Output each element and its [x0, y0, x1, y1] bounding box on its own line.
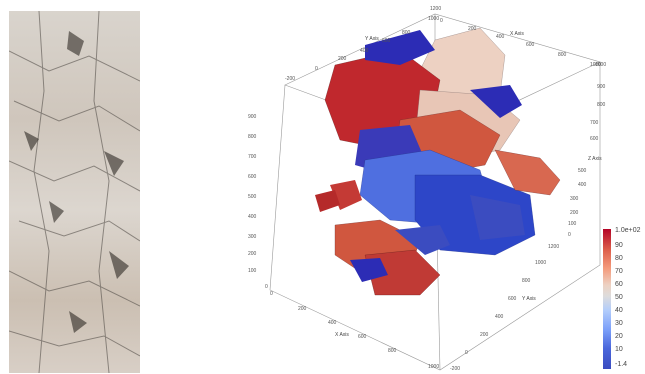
- svg-text:600: 600: [526, 42, 535, 48]
- svg-text:400: 400: [360, 48, 369, 54]
- svg-text:0: 0: [315, 66, 318, 72]
- colorbar-label: 60: [615, 281, 623, 288]
- svg-text:1200: 1200: [548, 244, 559, 250]
- svg-text:600: 600: [382, 38, 391, 44]
- svg-text:400: 400: [578, 182, 587, 188]
- bottom-y-axis: Y Axis 1200 1000 800 600 400 200 0 -200: [450, 244, 559, 372]
- colorbar-label: 90: [615, 242, 623, 249]
- colorbar-label: 30: [615, 320, 623, 327]
- top-corner-label: 1200: [430, 6, 441, 12]
- svg-text:1000: 1000: [590, 62, 601, 68]
- y-axis-title: Y Axis: [365, 36, 379, 42]
- svg-text:600: 600: [358, 334, 367, 340]
- svg-text:200: 200: [468, 26, 477, 32]
- colorbar-label: 80: [615, 255, 623, 262]
- svg-text:400: 400: [248, 214, 257, 220]
- svg-text:1000: 1000: [428, 16, 439, 22]
- right-z-axis: Z Axis 1000 900 800 700 600 500 400 300 …: [568, 62, 606, 238]
- z-axis-title: Z Axis: [588, 156, 602, 162]
- svg-text:Y Axis: Y Axis: [522, 296, 536, 302]
- svg-text:0: 0: [270, 291, 273, 297]
- left-z-axis: 900 800 700 600 500 400 300 200 100 0: [248, 114, 268, 290]
- svg-text:800: 800: [248, 134, 257, 140]
- svg-text:900: 900: [248, 114, 257, 120]
- svg-text:300: 300: [570, 196, 579, 202]
- rock-photo: [9, 11, 140, 373]
- svg-text:800: 800: [522, 278, 531, 284]
- svg-text:200: 200: [248, 251, 257, 257]
- svg-text:200: 200: [298, 306, 307, 312]
- svg-text:200: 200: [480, 332, 489, 338]
- colorbar-label: 1.0e+02: [615, 227, 641, 234]
- svg-text:100: 100: [248, 268, 257, 274]
- top-y-axis: Y Axis -200 0 200 400 600 800 1000: [285, 16, 439, 82]
- svg-text:0: 0: [568, 232, 571, 238]
- svg-text:0: 0: [265, 284, 268, 290]
- mesh-surfaces: [315, 27, 561, 296]
- svg-text:-200: -200: [450, 366, 460, 372]
- x-axis-title: X Axis: [510, 31, 524, 37]
- svg-text:600: 600: [248, 174, 257, 180]
- svg-text:0: 0: [440, 18, 443, 24]
- svg-text:1000: 1000: [535, 260, 546, 266]
- svg-text:X Axis: X Axis: [335, 332, 349, 338]
- rock-texture: [9, 11, 140, 373]
- top-x-axis: X Axis 0 200 400 600 800 1000: [440, 18, 601, 68]
- colorbar: [603, 229, 611, 369]
- 3d-viewport[interactable]: X Axis 0 200 400 600 800 1000 Y Axis -20…: [150, 0, 645, 374]
- svg-text:700: 700: [248, 154, 257, 160]
- svg-text:500: 500: [248, 194, 257, 200]
- colorbar-label: -1.4: [615, 361, 628, 368]
- svg-text:400: 400: [495, 314, 504, 320]
- svg-text:800: 800: [402, 30, 411, 36]
- svg-text:600: 600: [590, 136, 599, 142]
- colorbar-label: 20: [615, 333, 623, 340]
- svg-text:200: 200: [570, 210, 579, 216]
- svg-text:400: 400: [496, 34, 505, 40]
- mesh-plot: X Axis 0 200 400 600 800 1000 Y Axis -20…: [248, 6, 606, 372]
- colorbar-label: 70: [615, 268, 623, 275]
- svg-text:900: 900: [597, 84, 606, 90]
- svg-text:-200: -200: [285, 76, 295, 82]
- svg-text:500: 500: [578, 168, 587, 174]
- bottom-x-axis: X Axis 0 200 400 600 800 1000: [270, 291, 439, 370]
- svg-text:1000: 1000: [428, 364, 439, 370]
- svg-text:700: 700: [590, 120, 599, 126]
- svg-text:100: 100: [568, 221, 577, 227]
- svg-text:300: 300: [248, 234, 257, 240]
- colorbar-label: 50: [615, 294, 623, 301]
- svg-text:400: 400: [328, 320, 337, 326]
- colorbar-labels: 1.0e+02 90 80 70 60 50 40 30 20 10 -1.4: [615, 227, 645, 373]
- svg-text:800: 800: [597, 102, 606, 108]
- svg-text:600: 600: [508, 296, 517, 302]
- svg-text:0: 0: [465, 350, 468, 356]
- svg-text:1000: 1000: [595, 62, 606, 68]
- svg-text:800: 800: [388, 348, 397, 354]
- svg-text:200: 200: [338, 56, 347, 62]
- svg-text:800: 800: [558, 52, 567, 58]
- colorbar-label: 10: [615, 346, 623, 353]
- colorbar-label: 40: [615, 307, 623, 314]
